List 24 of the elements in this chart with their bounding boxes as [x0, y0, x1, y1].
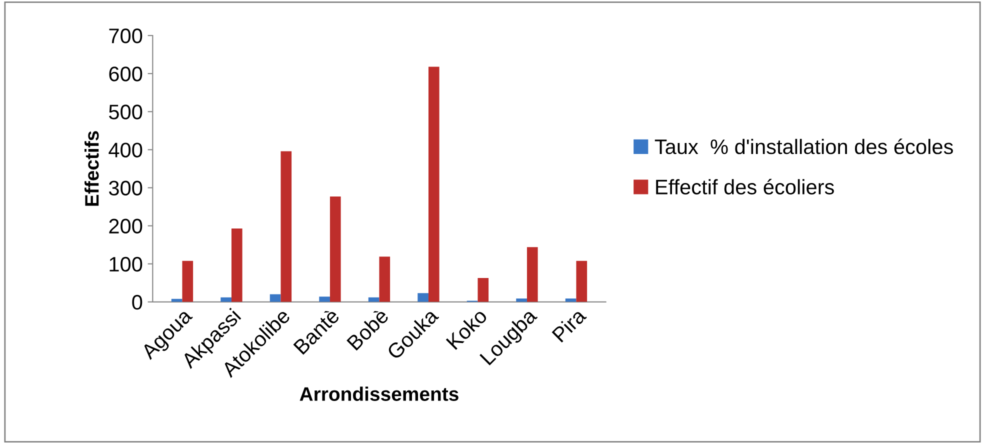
y-tick-label: 600	[109, 66, 142, 82]
legend-label: Effectif des écoliers	[656, 178, 834, 194]
y-tick-label: 200	[109, 218, 142, 234]
bar	[478, 278, 489, 302]
x-tick-label: Pira	[551, 306, 588, 343]
bar	[330, 196, 341, 302]
bar	[576, 260, 588, 302]
bar	[231, 228, 242, 302]
bar	[182, 260, 194, 302]
bar	[526, 247, 538, 302]
bar	[418, 293, 428, 302]
x-axis-title: Arrondissements	[300, 386, 458, 401]
bar	[428, 66, 440, 302]
y-tick-label: 0	[132, 294, 142, 310]
y-tick-label: 700	[109, 28, 142, 44]
bar	[379, 256, 390, 302]
y-tick-label: 400	[108, 142, 142, 158]
y-tick-label: 500	[109, 104, 142, 120]
y-axis-title: Effectifs	[84, 131, 99, 206]
y-tick-label: 300	[108, 180, 142, 196]
bar	[280, 151, 292, 302]
bar	[319, 296, 330, 302]
legend-label: Taux % d'installation des écoles	[654, 138, 953, 154]
y-tick-label: 100	[110, 256, 142, 272]
